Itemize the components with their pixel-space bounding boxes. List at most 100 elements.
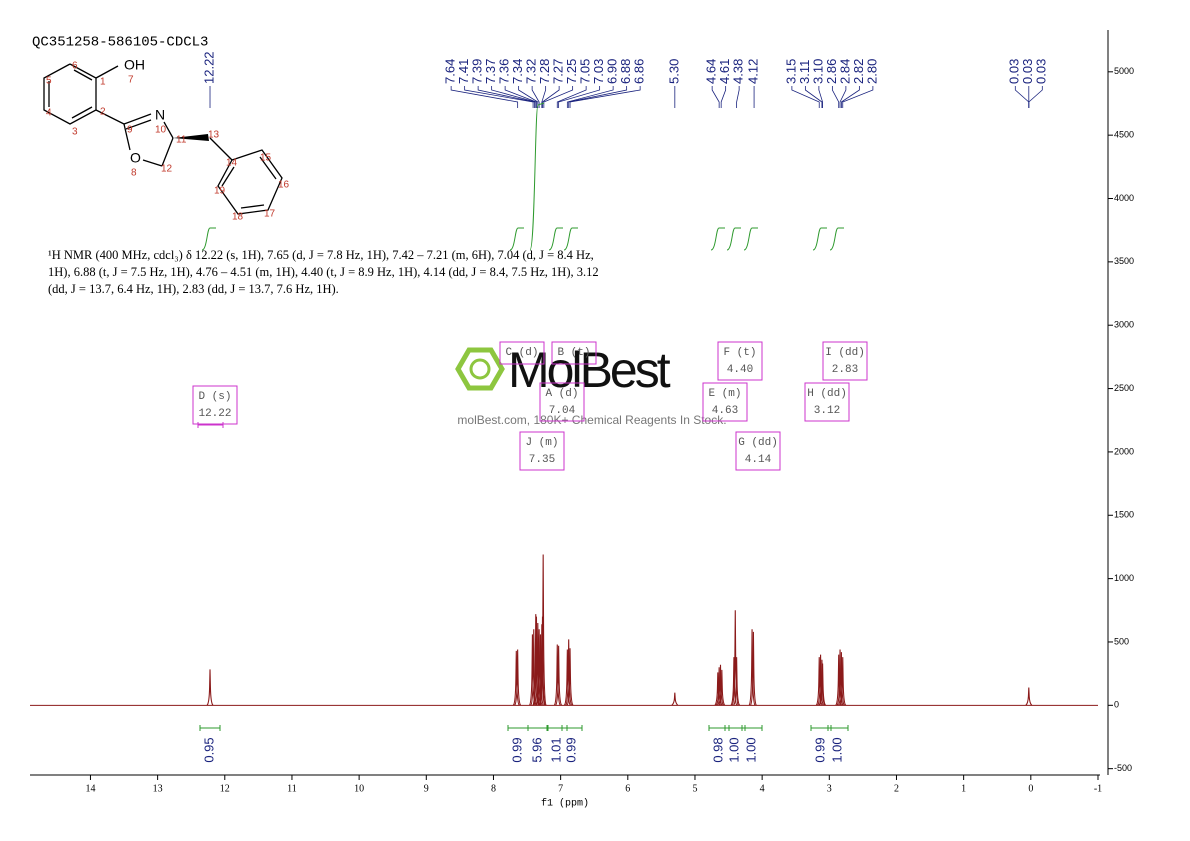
multiplet-shift: 4.14	[745, 454, 772, 466]
y-tick-label: 5000	[1114, 66, 1134, 76]
integral-curve	[812, 227, 827, 251]
peak-leader	[711, 86, 720, 108]
atom-number: 17	[264, 209, 276, 220]
peak-label: 3.15	[783, 59, 798, 84]
peak-leader	[566, 86, 614, 108]
peak	[835, 654, 843, 706]
peak	[671, 692, 679, 706]
integral-curve	[548, 227, 563, 251]
peak-label: 7.27	[551, 59, 566, 84]
multiplet-box	[717, 341, 763, 381]
x-tick-label: 6	[625, 783, 630, 794]
integral-label: 1.00	[743, 737, 758, 762]
integral-bracket	[827, 725, 849, 731]
integral-label: 5.96	[529, 737, 544, 762]
multiplet-range	[197, 422, 224, 428]
multiplet-shift: 7.04	[549, 405, 576, 417]
title: QC351258-586105-CDCL3	[32, 35, 208, 51]
integral-curve	[529, 102, 545, 251]
atom-number: 14	[226, 158, 238, 169]
peak-leader	[450, 86, 519, 108]
y-tick-label: -500	[1114, 763, 1132, 773]
multiplet-shift: 3.12	[814, 405, 840, 417]
integral-curve	[563, 227, 578, 251]
y-tick-label: 1000	[1114, 573, 1134, 583]
peak-label: 7.28	[537, 59, 552, 84]
peak-label: 7.05	[578, 59, 593, 84]
x-tick-label: 5	[692, 783, 697, 794]
peak-label: 0.03	[1034, 59, 1049, 84]
peak-leader	[558, 86, 601, 108]
multiplet-box	[702, 382, 748, 422]
peak	[553, 644, 561, 706]
peak	[817, 654, 825, 706]
peak	[818, 659, 826, 706]
multiplet-box	[735, 431, 781, 471]
peak-leader	[791, 86, 820, 108]
atom-number: 18	[232, 212, 244, 223]
peak-label: 4.38	[731, 59, 746, 84]
peak	[530, 629, 538, 706]
x-tick-label: 4	[760, 783, 765, 794]
x-tick-label: 0	[1028, 783, 1033, 794]
atom-number: 13	[208, 130, 220, 141]
integral-label: 0.99	[812, 737, 827, 762]
multiplet-box	[551, 341, 597, 365]
peak-label: 0.03	[1007, 59, 1022, 84]
peak-label: 7.39	[470, 59, 485, 84]
integral-label: 1.00	[829, 737, 844, 762]
x-tick-label: 11	[287, 783, 297, 794]
peak-leader	[569, 86, 641, 108]
peak-leader	[720, 86, 727, 108]
y-tick-label: 3500	[1114, 256, 1134, 266]
y-tick-label: 2500	[1114, 383, 1134, 393]
x-tick-label: 7	[558, 783, 563, 794]
multiplet-box	[519, 431, 565, 471]
peak-label: 7.41	[456, 59, 471, 84]
atom-number: 16	[278, 180, 290, 191]
peak	[839, 657, 847, 706]
atom-number: 12	[161, 164, 173, 175]
peak-label: 2.86	[824, 59, 839, 84]
integral-curve	[726, 227, 741, 251]
y-tick-label: 1500	[1114, 510, 1134, 520]
multiplet-name: B (t)	[557, 347, 590, 359]
peak-leader	[839, 86, 847, 108]
integral-curve	[201, 227, 216, 251]
peak-leader	[804, 86, 823, 108]
atom-number: 10	[155, 125, 167, 136]
x-tick-label: 14	[85, 783, 95, 794]
multiplet-name: H (dd)	[807, 388, 847, 400]
multiplet-box	[804, 382, 850, 422]
y-tick-label: 500	[1114, 636, 1129, 646]
integral-curve	[743, 227, 758, 251]
x-tick-label: -1	[1094, 783, 1102, 794]
atom-number: 7	[128, 75, 134, 86]
y-tick-label: 3000	[1114, 320, 1134, 330]
peak-label: 12.22	[201, 51, 216, 84]
structure	[43, 63, 283, 215]
peak-label: 7.64	[443, 59, 458, 84]
y-tick-label: 0	[1114, 700, 1119, 710]
integral-curve	[829, 227, 844, 251]
multiplet-name: G (dd)	[738, 437, 778, 449]
multiplet-shift: 7.35	[529, 454, 555, 466]
x-tick-label: 1	[961, 783, 966, 794]
peak-label: 6.88	[618, 59, 633, 84]
peak-label: 4.12	[746, 59, 761, 84]
peak-leader	[477, 86, 535, 108]
peak	[1025, 687, 1033, 706]
multiplet-name: E (m)	[708, 388, 741, 400]
peak	[837, 652, 845, 706]
peak-label: 7.25	[564, 59, 579, 84]
atom-number: 9	[127, 125, 133, 136]
peak	[748, 629, 756, 706]
peak	[555, 645, 563, 706]
x-axis-label: f1 (ppm)	[541, 798, 589, 810]
peak-label: 6.86	[632, 59, 647, 84]
integral-curve	[509, 227, 524, 251]
multiplet-box	[192, 385, 238, 425]
y-tick-label: 2000	[1114, 446, 1134, 456]
